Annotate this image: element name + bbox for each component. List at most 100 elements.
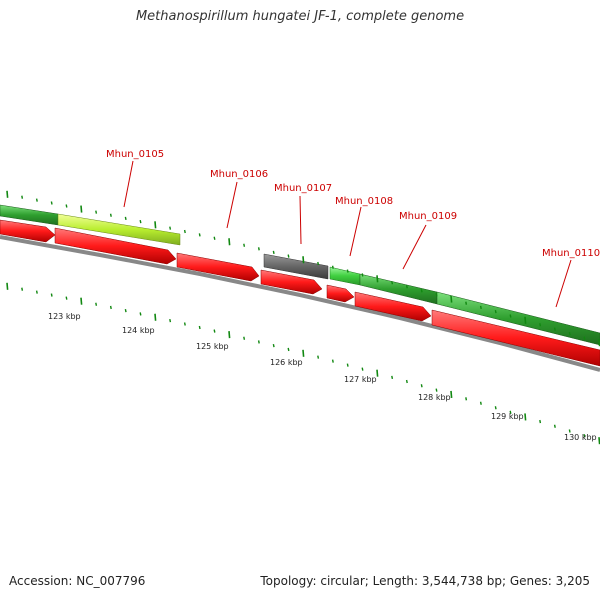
minor-tick bbox=[109, 213, 112, 217]
minor-tick bbox=[243, 243, 246, 247]
major-tick bbox=[6, 190, 9, 198]
gene-label: Mhun_0109 bbox=[399, 211, 457, 222]
minor-tick bbox=[65, 296, 68, 300]
major-tick bbox=[302, 349, 305, 357]
major-tick bbox=[154, 221, 157, 229]
scale-label: 130 kbp bbox=[564, 433, 597, 442]
minor-tick bbox=[420, 289, 423, 293]
minor-tick bbox=[213, 329, 216, 333]
minor-tick bbox=[465, 397, 468, 401]
minor-tick bbox=[287, 347, 290, 352]
upper-tick-row bbox=[6, 190, 600, 347]
minor-tick bbox=[257, 247, 260, 251]
scale-label: 127 kbp bbox=[344, 375, 377, 384]
gene-label: Mhun_0106 bbox=[210, 169, 268, 180]
minor-tick bbox=[331, 265, 334, 269]
minor-tick bbox=[198, 233, 201, 237]
gene-label: Mhun_0107 bbox=[274, 183, 332, 194]
scale-label: 125 kbp bbox=[196, 342, 229, 351]
major-tick bbox=[228, 238, 231, 246]
minor-tick bbox=[257, 340, 260, 344]
major-tick bbox=[6, 282, 9, 290]
cds-arrow bbox=[354, 291, 432, 322]
callout-line bbox=[349, 206, 362, 257]
minor-tick bbox=[65, 204, 68, 208]
major-tick bbox=[376, 369, 379, 377]
minor-tick bbox=[435, 388, 438, 392]
minor-tick bbox=[331, 359, 334, 363]
minor-tick bbox=[391, 375, 394, 379]
scale-label: 123 kbp bbox=[48, 312, 81, 321]
minor-tick bbox=[509, 410, 512, 414]
minor-tick bbox=[183, 229, 186, 234]
gene-label: Mhun_0105 bbox=[106, 149, 164, 160]
minor-tick bbox=[109, 305, 112, 310]
callout-line bbox=[555, 259, 572, 308]
minor-tick bbox=[568, 331, 571, 336]
minor-tick bbox=[420, 384, 423, 388]
minor-tick bbox=[183, 322, 186, 326]
minor-tick bbox=[435, 293, 438, 297]
minor-tick bbox=[405, 285, 408, 289]
major-tick bbox=[450, 390, 453, 398]
cds-track bbox=[0, 219, 600, 367]
minor-tick bbox=[139, 312, 142, 316]
minor-tick bbox=[213, 236, 216, 240]
major-tick bbox=[228, 331, 231, 339]
major-tick bbox=[524, 413, 527, 421]
pseudogene-segment bbox=[263, 253, 329, 280]
minor-tick bbox=[539, 419, 542, 424]
scale-label: 126 kbp bbox=[270, 358, 303, 367]
scale-label: 124 kbp bbox=[122, 326, 155, 335]
minor-tick bbox=[50, 201, 53, 205]
callout-line bbox=[402, 224, 427, 270]
minor-tick bbox=[539, 323, 542, 327]
major-tick bbox=[450, 295, 453, 303]
minor-tick bbox=[169, 226, 172, 230]
gene-label: Mhun_0108 bbox=[335, 196, 393, 207]
minor-tick bbox=[361, 273, 364, 277]
gene-segment bbox=[436, 291, 600, 346]
minor-tick bbox=[317, 355, 320, 359]
cds-arrow bbox=[260, 269, 323, 295]
minor-tick bbox=[509, 314, 512, 318]
minor-tick bbox=[317, 261, 320, 266]
minor-tick bbox=[95, 210, 98, 214]
minor-tick bbox=[346, 269, 349, 273]
callout-line bbox=[226, 181, 238, 229]
minor-tick bbox=[243, 336, 246, 340]
minor-tick bbox=[568, 429, 571, 433]
accession-text: Accession: NC_007796 bbox=[9, 574, 146, 588]
minor-tick bbox=[124, 309, 127, 313]
topology-summary: Topology: circular; Length: 3,544,738 bp… bbox=[260, 574, 590, 588]
minor-tick bbox=[21, 195, 24, 199]
minor-tick bbox=[494, 406, 497, 410]
lower-tick-row bbox=[6, 282, 600, 445]
minor-tick bbox=[494, 310, 497, 314]
gene-track bbox=[0, 204, 600, 346]
cds-arrow bbox=[326, 284, 355, 303]
scale-label: 129 kbp bbox=[491, 412, 524, 421]
minor-tick bbox=[198, 325, 201, 330]
cds-arrow bbox=[0, 219, 56, 243]
scale-label: 128 kbp bbox=[418, 393, 451, 402]
gene-label: Mhun_0110 bbox=[542, 248, 600, 259]
minor-tick bbox=[479, 305, 482, 310]
minor-tick bbox=[405, 379, 408, 384]
minor-tick bbox=[287, 254, 290, 258]
minor-tick bbox=[583, 434, 586, 438]
minor-tick bbox=[95, 302, 98, 306]
map-title: Methanospirillum hungatei JF-1, complete… bbox=[135, 9, 465, 24]
minor-tick bbox=[479, 401, 482, 405]
minor-tick bbox=[361, 367, 364, 371]
minor-tick bbox=[124, 216, 127, 221]
callout-line bbox=[123, 160, 134, 208]
minor-tick bbox=[50, 293, 53, 297]
minor-tick bbox=[583, 336, 586, 340]
gene-segment bbox=[57, 213, 181, 246]
major-tick bbox=[154, 313, 157, 321]
genome-backbone bbox=[0, 235, 600, 372]
minor-tick bbox=[169, 318, 172, 323]
